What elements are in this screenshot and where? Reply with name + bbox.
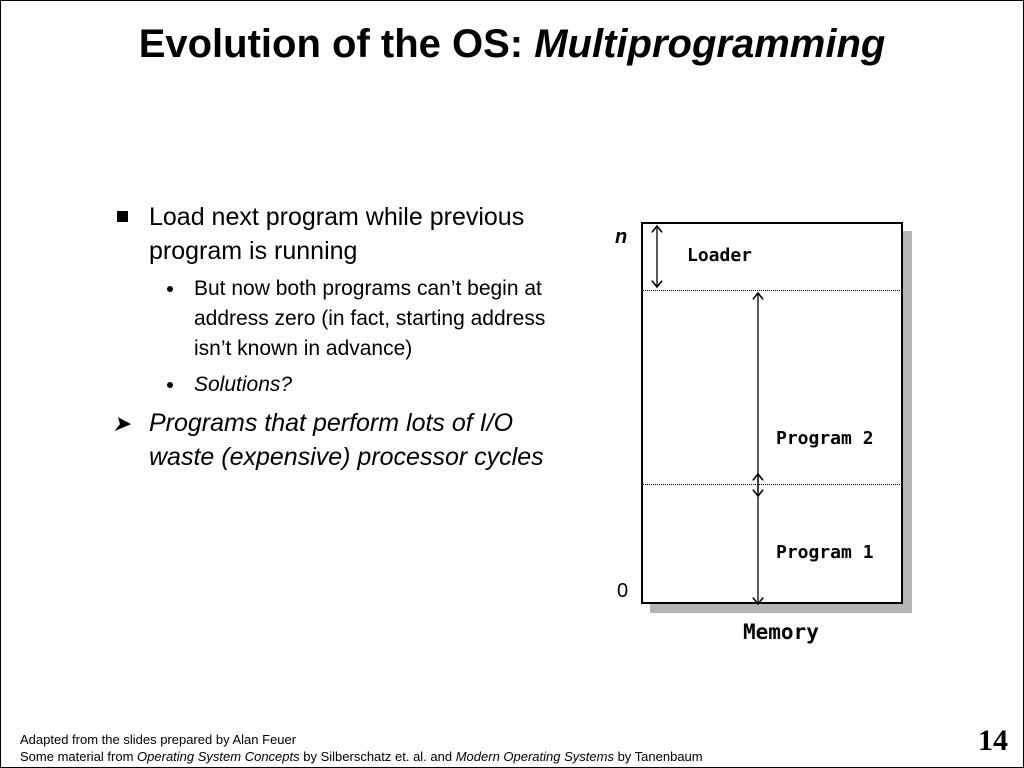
sub-bullet-text: Solutions? — [194, 373, 293, 396]
footer-text: Some material from — [20, 749, 138, 764]
bullet-item: ➤ Programs that perform lots of I/O wast… — [105, 406, 585, 474]
region-label-program-1: Program 1 — [776, 542, 874, 563]
sub-bullet-text: But now both programs can’t begin at add… — [194, 277, 546, 360]
square-bullet-icon — [117, 211, 128, 222]
sub-bullet-item: But now both programs can’t begin at add… — [105, 274, 585, 364]
dot-bullet-icon — [167, 286, 173, 292]
bullet-list: Load next program while previous program… — [105, 200, 585, 478]
arrowhead-bullet-icon: ➤ — [112, 411, 131, 436]
address-top-label: n — [615, 226, 628, 248]
page-number: 14 — [978, 724, 1008, 757]
region-label-program-2: Program 2 — [776, 428, 874, 449]
title-italic: Multiprogramming — [534, 22, 886, 66]
region-label-loader: Loader — [687, 245, 753, 266]
footer-text: by Silberschatz et. al. and — [299, 749, 456, 764]
title-plain: Evolution of the OS: — [138, 22, 535, 66]
footer-text: by Tanenbaum — [613, 749, 703, 764]
footer-line-1: Adapted from the slides prepared by Alan… — [20, 732, 297, 747]
dot-bullet-icon — [167, 382, 173, 388]
region-divider — [643, 484, 902, 485]
book-title: Operating System Concepts — [137, 749, 300, 764]
region-divider — [643, 290, 902, 291]
footer-line-2: Some material from Operating System Conc… — [20, 748, 703, 765]
sub-bullet-item: Solutions? — [105, 370, 585, 400]
slide-title: Evolution of the OS: Multiprogramming — [0, 22, 1024, 67]
footer-credits: Adapted from the slides prepared by Alan… — [20, 731, 703, 765]
book-title: Modern Operating Systems — [455, 749, 614, 764]
bullet-text: Programs that perform lots of I/O waste … — [149, 409, 544, 471]
memory-box — [641, 222, 903, 604]
bullet-item: Load next program while previous program… — [105, 200, 585, 268]
bullet-text: Load next program while previous program… — [149, 203, 525, 265]
address-bottom-label: 0 — [617, 580, 629, 602]
memory-caption: Memory — [743, 620, 819, 644]
